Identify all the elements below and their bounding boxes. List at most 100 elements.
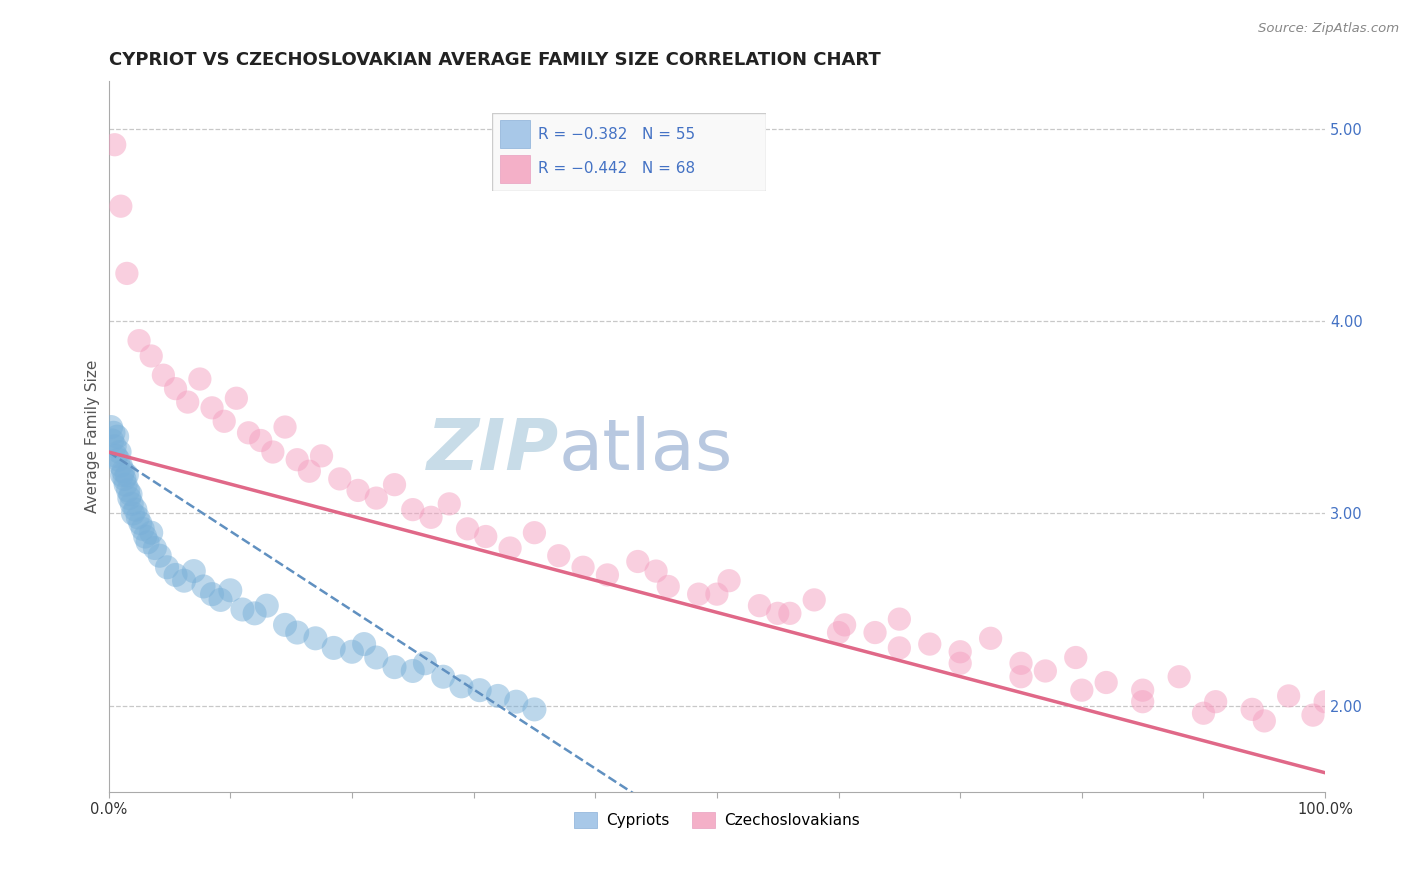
- Point: [1010, 657, 1032, 671]
- Point: [124, 502, 146, 516]
- Point: [128, 334, 150, 348]
- Point: [231, 602, 253, 616]
- Point: [347, 483, 370, 498]
- Text: atlas: atlas: [558, 417, 733, 485]
- Point: [1253, 714, 1275, 728]
- Point: [298, 464, 321, 478]
- Point: [101, 434, 124, 448]
- Point: [432, 670, 454, 684]
- Point: [177, 395, 200, 409]
- Point: [413, 657, 436, 671]
- Point: [450, 679, 472, 693]
- Point: [766, 607, 789, 621]
- Point: [523, 702, 546, 716]
- Point: [129, 516, 152, 530]
- Point: [439, 497, 461, 511]
- Point: [1192, 706, 1215, 721]
- Text: Source: ZipAtlas.com: Source: ZipAtlas.com: [1258, 22, 1399, 36]
- Point: [1241, 702, 1264, 716]
- Point: [779, 607, 801, 621]
- Point: [212, 414, 235, 428]
- Point: [499, 541, 522, 555]
- Point: [834, 618, 856, 632]
- Point: [474, 529, 496, 543]
- Point: [104, 449, 127, 463]
- Point: [285, 452, 308, 467]
- Point: [143, 541, 166, 555]
- Point: [115, 267, 138, 281]
- Point: [505, 695, 527, 709]
- Point: [523, 525, 546, 540]
- Point: [262, 445, 284, 459]
- Point: [718, 574, 741, 588]
- Point: [596, 568, 619, 582]
- Point: [115, 468, 138, 483]
- Point: [1278, 689, 1301, 703]
- Point: [274, 420, 297, 434]
- Point: [110, 199, 132, 213]
- Point: [1168, 670, 1191, 684]
- Point: [274, 618, 297, 632]
- Point: [127, 510, 149, 524]
- Point: [420, 510, 443, 524]
- Point: [114, 472, 136, 486]
- Point: [141, 525, 163, 540]
- Point: [209, 593, 232, 607]
- Point: [827, 625, 849, 640]
- Point: [188, 372, 211, 386]
- Point: [1010, 670, 1032, 684]
- Point: [285, 625, 308, 640]
- Point: [121, 497, 143, 511]
- Point: [1095, 675, 1118, 690]
- Point: [173, 574, 195, 588]
- Point: [156, 560, 179, 574]
- Point: [149, 549, 172, 563]
- Text: ZIP: ZIP: [426, 417, 558, 485]
- Point: [863, 625, 886, 640]
- Point: [645, 564, 668, 578]
- Point: [249, 434, 271, 448]
- Point: [122, 507, 145, 521]
- Point: [1064, 650, 1087, 665]
- Point: [141, 349, 163, 363]
- Point: [100, 420, 122, 434]
- Point: [402, 502, 425, 516]
- Point: [165, 568, 187, 582]
- Point: [353, 637, 375, 651]
- Point: [457, 522, 479, 536]
- Point: [1033, 664, 1056, 678]
- Point: [1132, 695, 1154, 709]
- Point: [949, 645, 972, 659]
- Point: [1132, 683, 1154, 698]
- Point: [688, 587, 710, 601]
- Point: [889, 640, 911, 655]
- Point: [165, 382, 187, 396]
- Point: [104, 137, 127, 152]
- Point: [238, 425, 260, 440]
- Point: [340, 645, 363, 659]
- Point: [572, 560, 595, 574]
- Point: [225, 391, 247, 405]
- Point: [402, 664, 425, 678]
- Point: [366, 491, 388, 505]
- Point: [706, 587, 728, 601]
- Point: [889, 612, 911, 626]
- Point: [103, 425, 125, 440]
- Point: [980, 632, 1002, 646]
- Point: [183, 564, 205, 578]
- Text: CYPRIOT VS CZECHOSLOVAKIAN AVERAGE FAMILY SIZE CORRELATION CHART: CYPRIOT VS CZECHOSLOVAKIAN AVERAGE FAMIL…: [108, 51, 880, 69]
- Point: [219, 583, 242, 598]
- Point: [384, 477, 406, 491]
- Point: [201, 587, 224, 601]
- Point: [136, 535, 159, 549]
- Point: [118, 491, 141, 505]
- Point: [107, 452, 129, 467]
- Point: [108, 445, 131, 459]
- Point: [105, 430, 128, 444]
- Legend: Cypriots, Czechoslovakians: Cypriots, Czechoslovakians: [568, 805, 866, 834]
- Point: [304, 632, 326, 646]
- Point: [322, 640, 344, 655]
- Point: [134, 529, 156, 543]
- Point: [547, 549, 569, 563]
- Point: [111, 468, 134, 483]
